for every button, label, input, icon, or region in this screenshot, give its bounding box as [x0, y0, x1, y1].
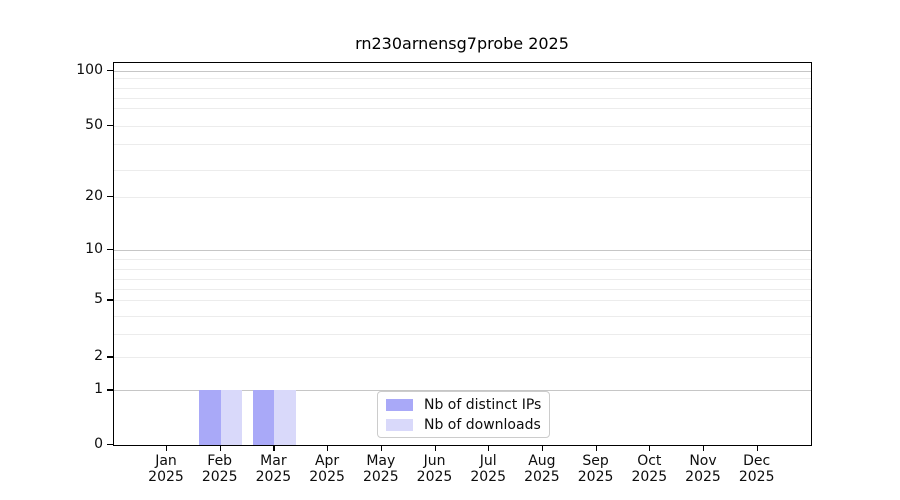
y-minor-gridline — [114, 78, 811, 79]
y-tick-label-1: 1 — [94, 381, 103, 398]
x-tick-mark-feb — [219, 445, 221, 451]
y-tick-mark-100 — [107, 70, 113, 72]
legend: Nb of distinct IPs Nb of downloads — [377, 391, 550, 438]
legend-swatch-downloads — [386, 418, 413, 431]
x-tick-label-apr: Apr 2025 — [309, 453, 345, 485]
x-tick-label-jan: Jan 2025 — [148, 453, 184, 485]
y-gridline-2 — [114, 357, 811, 359]
x-tick-mark-jun — [434, 445, 436, 451]
y-tick-label-0: 0 — [94, 436, 103, 452]
y-minor-gridline — [114, 108, 811, 110]
y-tick-mark-5 — [107, 299, 113, 301]
y-minor-gridline — [114, 87, 811, 89]
bar-feb-distinct-ips — [199, 390, 221, 445]
x-tick-mark-nov — [703, 445, 705, 451]
x-tick-mark-mar — [273, 445, 275, 451]
x-tick-mark-oct — [649, 445, 651, 451]
y-minor-gridline — [114, 315, 811, 317]
x-tick-label-oct: Oct 2025 — [631, 453, 668, 485]
y-tick-label-10: 10 — [85, 240, 103, 257]
x-tick-mark-jan — [166, 445, 168, 451]
y-minor-gridline — [114, 278, 811, 280]
y-tick-mark-20 — [107, 195, 113, 197]
x-tick-mark-sep — [595, 445, 597, 451]
y-tick-label-2: 2 — [94, 348, 103, 365]
y-tick-mark-2 — [107, 356, 113, 358]
x-tick-label-aug: Aug 2025 — [524, 453, 560, 485]
y-tick-mark-50 — [107, 124, 113, 126]
y-tick-label-100: 100 — [76, 62, 103, 79]
legend-label-distinct-ips: Nb of distinct IPs — [424, 396, 542, 413]
y-minor-gridline — [114, 333, 811, 335]
y-minor-gridline — [114, 144, 811, 146]
x-tick-mark-apr — [327, 445, 329, 451]
y-minor-gridline — [114, 169, 811, 171]
y-minor-gridline — [114, 288, 811, 290]
y-tick-label-20: 20 — [85, 187, 103, 204]
y-minor-gridline — [114, 258, 811, 260]
y-tick-mark-1 — [107, 389, 113, 391]
y-minor-gridline — [114, 97, 811, 99]
y-tick-mark-0 — [107, 444, 113, 446]
chart-title: rn230arnensg7probe 2025 — [355, 34, 569, 53]
legend-label-downloads: Nb of downloads — [424, 416, 541, 433]
y-gridline-50 — [114, 125, 811, 127]
x-tick-label-jul: Jul 2025 — [470, 453, 506, 485]
x-tick-mark-jul — [488, 445, 490, 451]
x-tick-label-sep: Sep 2025 — [577, 453, 614, 485]
x-tick-label-jun: Jun 2025 — [416, 453, 453, 485]
x-tick-mark-dec — [756, 445, 758, 451]
y-gridline-5 — [114, 300, 811, 302]
y-gridline-1 — [114, 390, 811, 392]
y-gridline-10 — [114, 249, 811, 251]
plot-area — [113, 62, 812, 446]
y-tick-label-50: 50 — [85, 116, 103, 133]
x-tick-mark-may — [380, 445, 382, 451]
legend-row-downloads: Nb of downloads — [386, 416, 541, 433]
y-minor-gridline — [114, 268, 811, 270]
x-tick-label-mar: Mar 2025 — [255, 453, 292, 485]
bar-mar-distinct-ips — [253, 390, 275, 445]
x-tick-label-nov: Nov 2025 — [685, 453, 721, 485]
y-gridline-100 — [114, 71, 811, 73]
bar-mar-downloads — [274, 390, 296, 445]
x-tick-label-may: May 2025 — [362, 453, 399, 485]
x-tick-mark-aug — [541, 445, 544, 451]
legend-row-distinct-ips: Nb of distinct IPs — [386, 396, 541, 413]
legend-swatch-distinct-ips — [386, 398, 413, 411]
x-tick-label-feb: Feb 2025 — [201, 453, 238, 485]
x-tick-label-dec: Dec 2025 — [738, 453, 775, 485]
y-tick-label-5: 5 — [94, 291, 103, 308]
y-tick-mark-10 — [107, 248, 113, 250]
bar-feb-downloads — [220, 390, 243, 445]
y-gridline-20 — [114, 196, 811, 198]
